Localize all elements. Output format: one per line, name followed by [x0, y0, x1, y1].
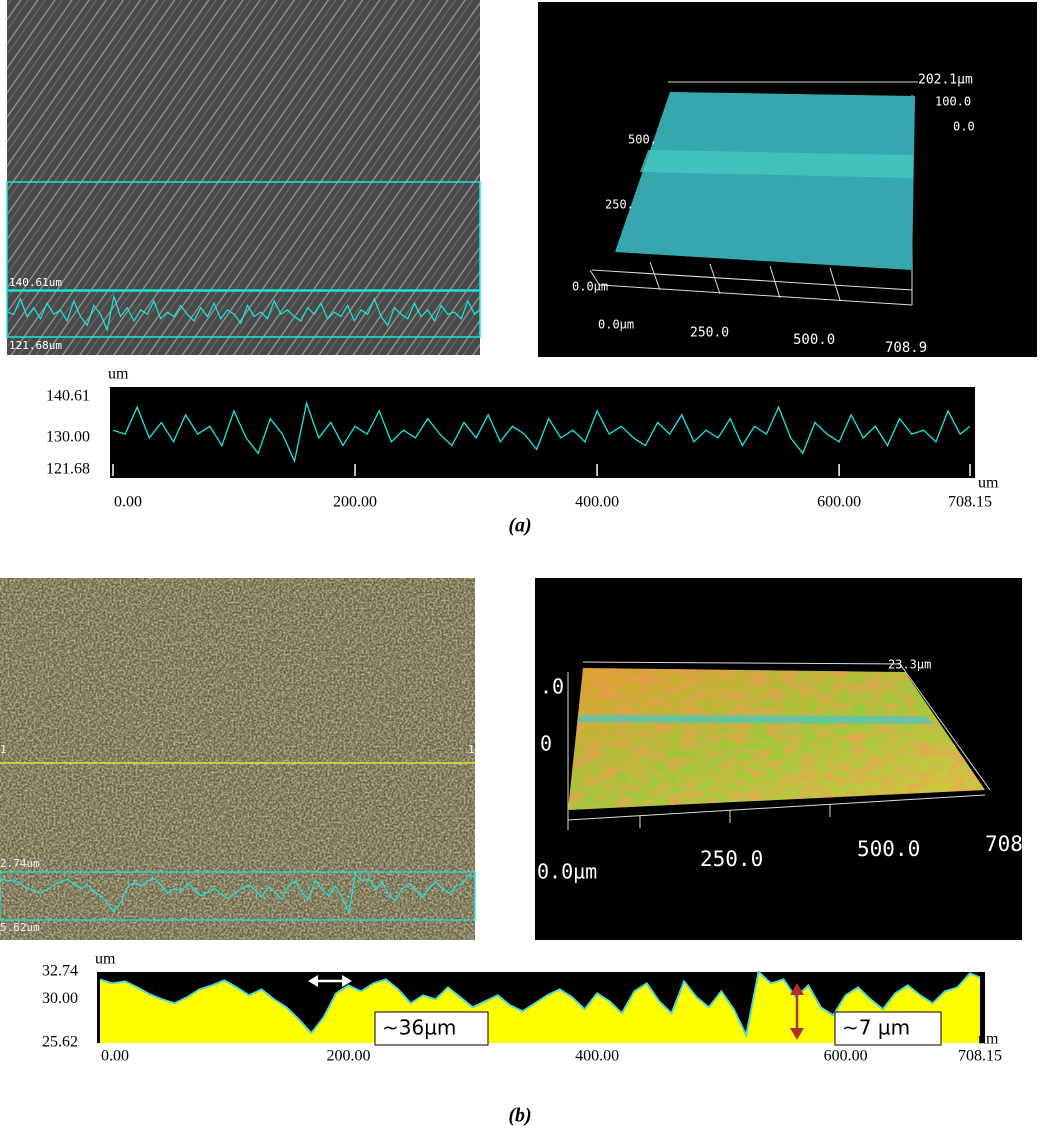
annotation: ~36µm	[382, 1016, 456, 1040]
image-label: 1	[0, 743, 7, 756]
x-tick-label: 0.00	[101, 1048, 129, 1065]
y-tick-label: 32.74	[42, 963, 78, 980]
view3d-label: 250.	[605, 198, 634, 212]
view3d-label: 100.0	[935, 95, 971, 109]
y-axis-title: um	[95, 951, 116, 968]
view3d-label: 0.0µm	[537, 860, 597, 884]
x-tick-label: 708.15	[958, 1048, 1002, 1065]
y-tick-label: 121.68	[46, 461, 90, 478]
x-tick-label: 200.00	[333, 494, 377, 511]
y-tick-label: 25.62	[42, 1034, 78, 1051]
plot-area	[110, 387, 975, 478]
x-tick-label: 600.00	[817, 494, 861, 511]
y-axis-title: um	[108, 366, 129, 383]
image-label: 121.68um	[9, 339, 62, 352]
view3d-label: 500.	[628, 133, 657, 147]
x-tick-label: 400.00	[575, 494, 619, 511]
view3d-label: 0.0µm	[598, 318, 634, 332]
view3d-label: 708	[985, 832, 1023, 856]
view3d-label: 0.0µm	[572, 280, 608, 294]
y-tick-label: 140.61	[46, 388, 90, 405]
view3d-label: 500.0	[857, 837, 920, 861]
view3d-label: 0	[540, 732, 552, 756]
image-label: 1	[468, 743, 475, 756]
view3d-label: 250.0	[690, 326, 729, 341]
view3d-label: 708.9	[885, 340, 927, 356]
image-label: 2.74um	[0, 857, 40, 870]
view3d-label: .0	[540, 675, 564, 699]
image-label: 5.62um	[0, 921, 40, 934]
y-tick-label: 30.00	[42, 990, 78, 1007]
y-tick-label: 130.00	[46, 429, 90, 446]
x-tick-label: 708.15	[948, 494, 992, 511]
caption: (a)	[508, 515, 531, 537]
image-label: 140.61um	[9, 276, 62, 289]
view3d-label: 0.0	[953, 120, 975, 134]
view3d-label: 500.0	[793, 332, 835, 348]
x-axis-title: um	[978, 1031, 999, 1048]
x-tick-label: 0.00	[114, 494, 142, 511]
x-tick-label: 400.00	[575, 1048, 619, 1065]
annotation: ~7 µm	[842, 1016, 910, 1040]
view3d-label: 202.1µm	[918, 73, 973, 88]
view3d-label: 23.3µm	[888, 658, 931, 672]
x-tick-label: 200.00	[327, 1048, 371, 1065]
caption: (b)	[508, 1105, 531, 1127]
view3d-label: 250.0	[700, 847, 763, 871]
figure: ~36µm ~7 µm (a) (b) 140.61130.00121.680.…	[0, 0, 1041, 1140]
micrograph-a	[7, 0, 480, 355]
x-tick-label: 600.00	[824, 1048, 868, 1065]
x-axis-title: um	[978, 475, 999, 492]
micrograph-b	[0, 578, 475, 940]
